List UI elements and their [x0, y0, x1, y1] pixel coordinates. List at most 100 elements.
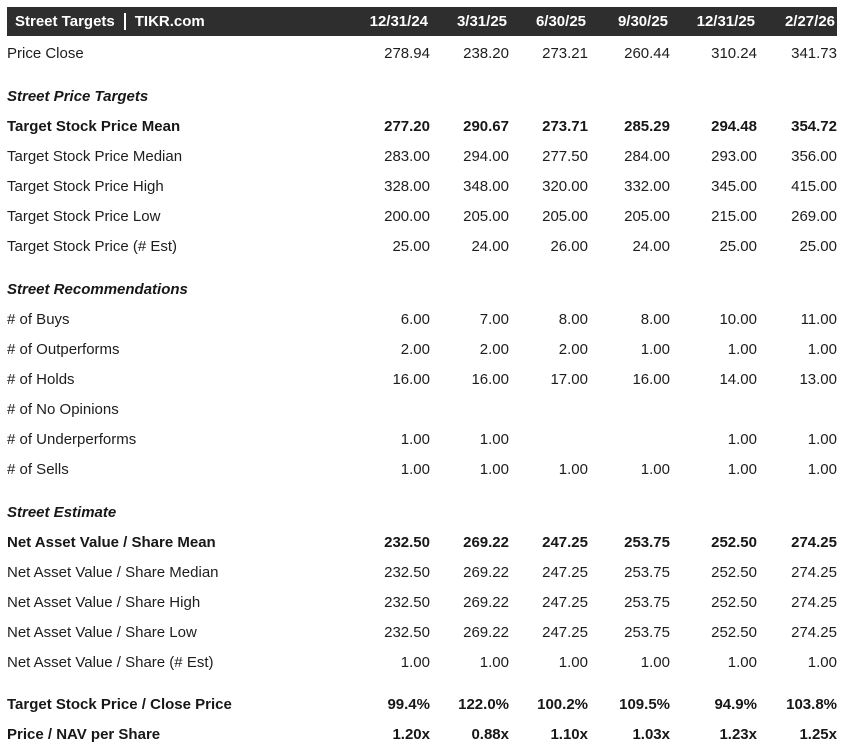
- value-cell: 1.23x: [719, 725, 757, 743]
- value-cell: 269.22: [463, 593, 509, 611]
- title-divider: [123, 13, 126, 30]
- section-header-row: Street Price Targets: [7, 81, 837, 111]
- value-cell: 13.00: [799, 370, 837, 388]
- value-cell: 7.00: [479, 310, 509, 328]
- value-cell: 2.00: [400, 340, 430, 358]
- column-header-date: 9/30/25: [617, 13, 668, 30]
- value-cell: 8.00: [558, 310, 588, 328]
- value-cell: 284.00: [624, 147, 670, 165]
- value-cell: 269.00: [791, 207, 837, 225]
- value-cell: 1.03x: [632, 725, 670, 743]
- section-header-label: Street Price Targets: [7, 87, 149, 105]
- value-cell: 24.00: [471, 237, 509, 255]
- value-cell: 109.5%: [619, 695, 670, 713]
- value-cell: 345.00: [711, 177, 757, 195]
- value-cell: 260.44: [624, 44, 670, 62]
- value-cell: 341.73: [791, 44, 837, 62]
- table-row: Target Stock Price (# Est) 25.00 24.00 26.0…: [7, 231, 837, 261]
- row-label: Target Stock Price High: [7, 177, 164, 195]
- table-row: Net Asset Value / Share Low 232.50 269.22 2…: [7, 617, 837, 647]
- value-cell: 10.00: [719, 310, 757, 328]
- value-cell: 122.0%: [458, 695, 509, 713]
- value-cell: 16.00: [392, 370, 430, 388]
- value-cell: 11.00: [800, 310, 837, 328]
- value-cell: 247.25: [542, 533, 588, 551]
- value-cell: 290.67: [463, 117, 509, 135]
- value-cell: 273.71: [542, 117, 588, 135]
- value-cell: 0.88x: [471, 725, 509, 743]
- value-cell: 1.00: [727, 460, 757, 478]
- value-cell: 252.50: [711, 593, 757, 611]
- value-cell: 1.00: [558, 653, 588, 671]
- value-cell: 252.50: [711, 563, 757, 581]
- value-cell: 1.00: [400, 430, 430, 448]
- value-cell: 14.00: [719, 370, 757, 388]
- row-label: Net Asset Value / Share Median: [7, 563, 219, 581]
- value-cell: 25.00: [392, 237, 430, 255]
- value-cell: 1.25x: [799, 725, 837, 743]
- value-cell: 99.4%: [387, 695, 430, 713]
- value-cell: 356.00: [791, 147, 837, 165]
- value-cell: 205.00: [624, 207, 670, 225]
- column-header-date: 3/31/25: [456, 13, 507, 30]
- table-row: Net Asset Value / Share Mean 232.50 269.22…: [7, 527, 837, 557]
- value-cell: 232.50: [384, 533, 430, 551]
- value-cell: 1.00: [400, 460, 430, 478]
- section-header-label: Street Estimate: [7, 503, 117, 521]
- value-cell: 1.00: [727, 340, 757, 358]
- value-cell: 16.00: [471, 370, 509, 388]
- column-header-date: 12/31/24: [369, 13, 428, 30]
- value-cell: 1.00: [727, 430, 757, 448]
- value-cell: 1.00: [479, 430, 509, 448]
- row-label: # of Sells: [7, 460, 69, 478]
- value-cell: 238.20: [463, 44, 509, 62]
- value-cell: 294.48: [711, 117, 757, 135]
- value-cell: 24.00: [632, 237, 670, 255]
- value-cell: 232.50: [384, 593, 430, 611]
- row-label: # of Outperforms: [7, 340, 120, 358]
- table-row: Price Close 278.94 238.20 273.21 260.44 310.2…: [7, 38, 837, 68]
- table-row: Price / NAV per Share 1.20x 0.88x 1.10x 1.03…: [7, 719, 837, 749]
- table-row: Target Stock Price Median 283.00 294.00 277…: [7, 141, 837, 171]
- row-label: Net Asset Value / Share High: [7, 593, 201, 611]
- value-cell: 269.22: [463, 533, 509, 551]
- value-cell: 247.25: [542, 623, 588, 641]
- value-cell: 1.00: [640, 653, 670, 671]
- value-cell: 283.00: [384, 147, 430, 165]
- value-cell: 16.00: [632, 370, 670, 388]
- value-cell: 415.00: [791, 177, 837, 195]
- row-label: Price / NAV per Share: [7, 725, 161, 743]
- value-cell: 8.00: [640, 310, 670, 328]
- table-title: Street Targets TIKR.com: [15, 13, 348, 30]
- value-cell: 205.00: [463, 207, 509, 225]
- value-cell: 2.00: [479, 340, 509, 358]
- value-cell: 252.50: [711, 623, 757, 641]
- row-label: Target Stock Price Low: [7, 207, 161, 225]
- column-header-date: 6/30/25: [535, 13, 586, 30]
- table-row: Target Stock Price Low 200.00 205.00 205.00…: [7, 201, 837, 231]
- table-row: Target Stock Price / Close Price 99.4% 122…: [7, 689, 837, 719]
- table-row: Net Asset Value / Share Median 232.50 269.…: [7, 557, 837, 587]
- value-cell: 247.25: [542, 563, 588, 581]
- value-cell: 200.00: [384, 207, 430, 225]
- value-cell: 100.2%: [537, 695, 588, 713]
- value-cell: 253.75: [624, 563, 670, 581]
- value-cell: 205.00: [542, 207, 588, 225]
- table-header-bar: Street Targets TIKR.com 12/31/24 3/31/25 6…: [7, 7, 837, 36]
- table-row: Target Stock Price Mean 277.20 290.67 273.7…: [7, 111, 837, 141]
- value-cell: 1.00: [479, 653, 509, 671]
- section-header-row: Street Recommendations: [7, 274, 837, 304]
- value-cell: 277.20: [384, 117, 430, 135]
- value-cell: 274.25: [791, 563, 837, 581]
- value-cell: 320.00: [542, 177, 588, 195]
- value-cell: 232.50: [384, 563, 430, 581]
- value-cell: 232.50: [384, 623, 430, 641]
- value-cell: 348.00: [463, 177, 509, 195]
- value-cell: 252.50: [711, 533, 757, 551]
- value-cell: 1.00: [807, 460, 837, 478]
- value-cell: 247.25: [542, 593, 588, 611]
- row-label: # of Buys: [7, 310, 70, 328]
- table-row: # of Underperforms 1.00 1.00 1.00 1.00: [7, 424, 837, 454]
- value-cell: 1.00: [727, 653, 757, 671]
